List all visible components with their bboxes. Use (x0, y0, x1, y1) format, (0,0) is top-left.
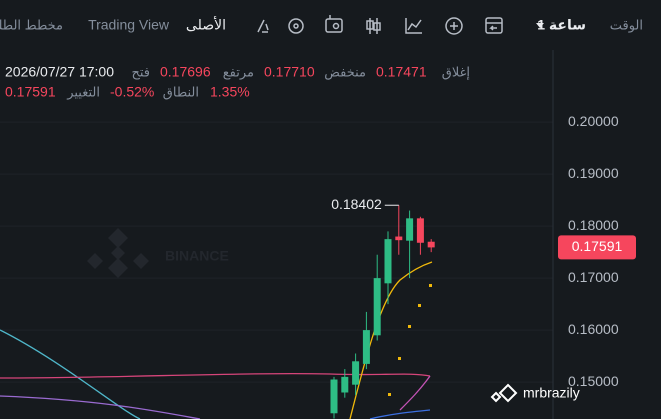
candle-body (427, 241, 435, 248)
info-range: 1.35% (210, 84, 250, 100)
candle-body (373, 278, 381, 336)
y-tick-label: 0.15000 (568, 373, 619, 389)
candle-body (330, 379, 338, 414)
info-low: 0.17471 (376, 64, 427, 80)
candle-body (406, 218, 414, 241)
info-open: 0.17696 (160, 64, 211, 80)
y-tick-label: 0.19000 (568, 165, 619, 181)
y-tick-label: 0.18000 (568, 217, 619, 233)
original-view[interactable]: الأصلى (186, 16, 226, 33)
sar-dots (388, 284, 432, 396)
info-change-label: التغيير (66, 84, 100, 100)
toolbar-icons (257, 15, 503, 35)
tradingview-tab[interactable]: Trading View (88, 17, 170, 33)
info-low-label: منخفض (324, 64, 366, 80)
time-label: الوقت (610, 17, 643, 33)
candle-body (352, 361, 360, 385)
info-open-label: فتح (131, 64, 150, 80)
candle-body (395, 236, 403, 241)
info-high: 0.17710 (264, 64, 315, 80)
high-marker-label: 0.18402 (331, 196, 382, 212)
binance-logo (87, 228, 149, 278)
binance-watermark: BINANCE (165, 248, 229, 264)
last-price-box (558, 235, 636, 260)
dropdown-arrow[interactable] (536, 23, 544, 28)
candle-body (362, 330, 370, 364)
info-close-label: إغلاق (442, 64, 470, 80)
depth-tab[interactable]: مخطط الطلبات (0, 17, 63, 32)
info-high-label: مرتفع (223, 64, 254, 80)
last-price-label: 0.17591 (572, 238, 623, 254)
interval[interactable]: 1 ساعة (537, 17, 586, 33)
candle-body (341, 376, 349, 393)
candle-body (416, 218, 424, 243)
info-datetime: 2026/07/27 17:00 (5, 64, 114, 80)
user-logo (490, 383, 518, 403)
y-tick-label: 0.16000 (568, 321, 619, 337)
info-change: -0.52% (110, 84, 154, 100)
y-tick-label: 0.17000 (568, 269, 619, 285)
info-range-label: النطاق (163, 84, 199, 100)
indicator-lines (0, 261, 433, 419)
y-tick-label: 0.20000 (568, 113, 619, 129)
candle-body (384, 239, 392, 284)
user-watermark: mrbrazily (523, 385, 580, 401)
info-last: 0.17591 (5, 84, 56, 100)
